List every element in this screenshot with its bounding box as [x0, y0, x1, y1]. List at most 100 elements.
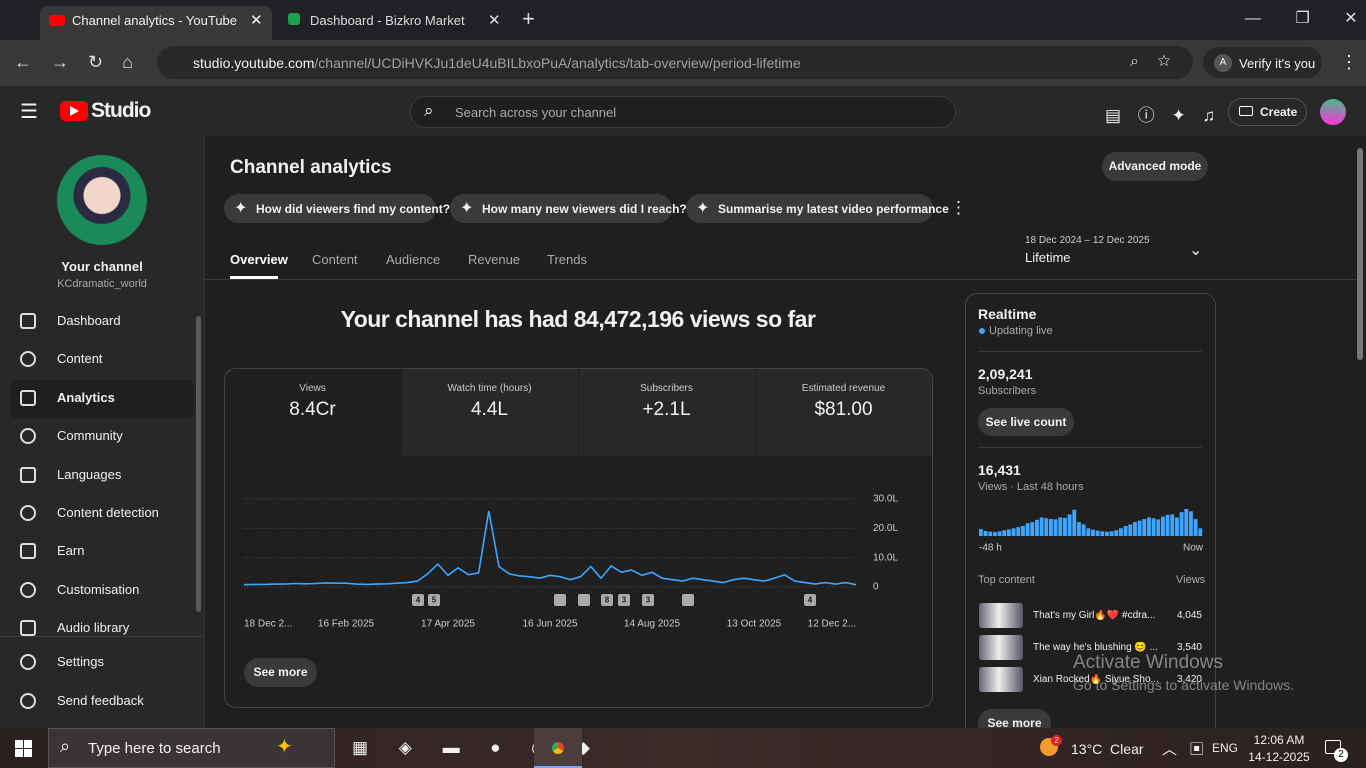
- tab[interactable]: Revenue: [468, 252, 521, 267]
- tab[interactable]: Trends: [547, 252, 587, 267]
- account-avatar[interactable]: [1320, 99, 1346, 125]
- bar: [1063, 517, 1067, 536]
- thumbnail[interactable]: [979, 635, 1023, 660]
- metric-label[interactable]: Subscribers: [640, 383, 693, 394]
- nav-item[interactable]: Content detection: [57, 505, 159, 520]
- nav-item[interactable]: Analytics: [57, 390, 115, 405]
- search-box[interactable]: [410, 96, 956, 128]
- period[interactable]: Lifetime: [1025, 250, 1071, 265]
- nav-item[interactable]: Dashboard: [57, 313, 121, 328]
- metric-label[interactable]: Estimated revenue: [801, 383, 886, 394]
- bar: [983, 530, 988, 536]
- header-icons[interactable]: ▤ ⓘ ✦ ♫: [1105, 106, 1216, 125]
- tab[interactable]: Audience: [386, 252, 441, 267]
- period-dropdown[interactable]: ⌄: [1189, 242, 1203, 259]
- new-tab[interactable]: +: [522, 6, 535, 31]
- divider: [0, 636, 204, 637]
- tab-title[interactable]: Dashboard - Bizkro Market: [310, 13, 465, 28]
- chip-label[interactable]: Summarise my latest video performance: [718, 202, 949, 216]
- nav-icon: [20, 543, 36, 559]
- divider: [205, 279, 1356, 280]
- bar: [1049, 519, 1053, 536]
- window-controls[interactable]: — ❐ ✕: [1245, 10, 1358, 27]
- chip[interactable]: [686, 194, 933, 223]
- bar: [1025, 523, 1030, 536]
- create-label[interactable]: Create: [1260, 105, 1298, 119]
- x-tick-label: 16 Jun 2025: [522, 619, 577, 630]
- chip[interactable]: [224, 194, 436, 223]
- hamburger[interactable]: ☰: [20, 101, 38, 123]
- taskbar-search-text[interactable]: Type here to search: [88, 740, 221, 757]
- x-tick-label: 14 Aug 2025: [624, 619, 681, 630]
- bar: [1100, 531, 1105, 536]
- chip-icon: ✦: [696, 200, 710, 217]
- bar: [1044, 518, 1049, 536]
- live-count[interactable]: See live count: [978, 408, 1074, 436]
- page-scrollbar[interactable]: [1357, 148, 1363, 360]
- nav-item[interactable]: Earn: [57, 543, 85, 558]
- notification-icon[interactable]: [1325, 740, 1341, 754]
- top-title[interactable]: That's my Girl🔥❤️ #cdra...: [1033, 610, 1156, 621]
- logo[interactable]: Studio: [91, 99, 151, 122]
- nav-item[interactable]: Community: [57, 428, 123, 443]
- tab[interactable]: Overview: [230, 252, 288, 267]
- weather[interactable]: 13°C Clear: [1071, 741, 1144, 757]
- chip-label[interactable]: How many new viewers did I reach?: [482, 202, 687, 216]
- x-tick-label: 13 Oct 2025: [727, 619, 782, 630]
- clock-date[interactable]: 14-12-2025: [1248, 750, 1310, 764]
- thumbnail[interactable]: [979, 667, 1023, 692]
- bar: [1016, 527, 1021, 536]
- menu[interactable]: ⋮: [1340, 52, 1358, 72]
- top-title[interactable]: Xian Rocked🔥 Siyue Sho...: [1033, 674, 1159, 685]
- bar: [1128, 524, 1133, 536]
- start-button[interactable]: [15, 740, 32, 757]
- tab-close[interactable]: ✕: [250, 12, 263, 29]
- nav-item[interactable]: Audio library: [57, 620, 130, 635]
- clock-time[interactable]: 12:06 AM: [1253, 733, 1305, 747]
- thumbnail[interactable]: [979, 603, 1023, 628]
- see-more[interactable]: See more: [244, 658, 317, 687]
- chip[interactable]: [450, 194, 672, 223]
- nav-item[interactable]: Customisation: [57, 582, 140, 597]
- bar: [1179, 512, 1184, 536]
- bar: [1058, 517, 1063, 536]
- bar: [1189, 511, 1193, 536]
- taskbar-search[interactable]: [48, 728, 335, 768]
- language[interactable]: ENG: [1212, 741, 1239, 755]
- more-chips[interactable]: ⋮: [950, 198, 967, 217]
- nav-item[interactable]: Content: [57, 351, 103, 366]
- advanced-mode[interactable]: Advanced mode: [1102, 152, 1208, 181]
- nav-icon: [20, 654, 36, 670]
- tab-close[interactable]: ✕: [488, 12, 501, 29]
- nav-item[interactable]: Settings: [57, 654, 104, 669]
- bar: [1021, 525, 1025, 536]
- tab-title[interactable]: Channel analytics - YouTube Studio: [72, 13, 240, 28]
- nav-item[interactable]: Languages: [57, 467, 122, 482]
- realtime-status: Updating live: [989, 325, 1053, 337]
- metric-value[interactable]: +2.1L: [642, 399, 691, 420]
- channel-avatar[interactable]: [57, 155, 147, 245]
- top-title[interactable]: The way he's blushing 😊 ...: [1033, 642, 1158, 653]
- bar: [1151, 518, 1156, 536]
- nav-buttons[interactable]: ← → ↻ ⌂: [14, 52, 133, 72]
- metric-value[interactable]: $81.00: [814, 399, 873, 420]
- date-range[interactable]: 18 Dec 2024 – 12 Dec 2025: [1025, 235, 1150, 246]
- metric-label[interactable]: Views: [299, 383, 326, 394]
- create-button[interactable]: [1228, 98, 1307, 126]
- sidebar-scrollbar[interactable]: [196, 316, 201, 612]
- nav-item[interactable]: Send feedback: [57, 693, 144, 708]
- address-bar[interactable]: [157, 46, 1193, 79]
- taskbar-apps[interactable]: ▦ ◈ ▬ ● ◉ ◆: [352, 738, 590, 757]
- metric-value[interactable]: 8.4Cr: [289, 399, 336, 420]
- x-tick-label: 17 Apr 2025: [421, 619, 475, 630]
- search-icon: ⌕: [60, 736, 71, 756]
- metric-value[interactable]: 4.4L: [471, 399, 508, 420]
- annotation-badge: [642, 594, 654, 606]
- chip-label[interactable]: How did viewers find my content?: [256, 202, 451, 216]
- tray-icons[interactable]: ︿ ▣: [1162, 741, 1205, 758]
- address-icons[interactable]: ⌕ ☆: [1130, 53, 1171, 70]
- search-placeholder[interactable]: Search across your channel: [455, 105, 617, 120]
- tab[interactable]: Content: [312, 252, 358, 267]
- metric-label[interactable]: Watch time (hours): [447, 383, 532, 394]
- active-tab[interactable]: [40, 6, 272, 40]
